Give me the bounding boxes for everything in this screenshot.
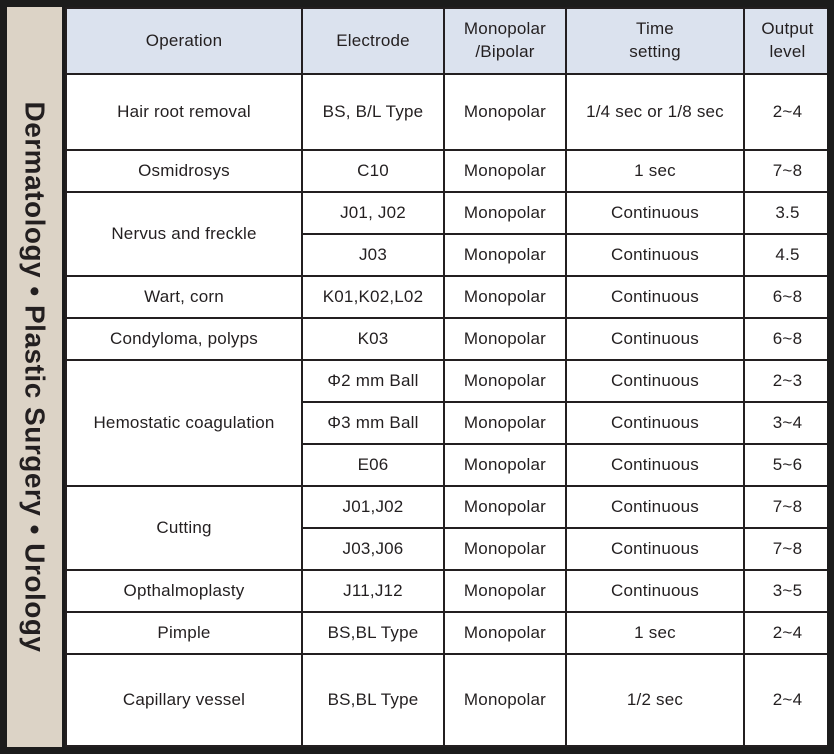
table-row: Osmidrosys C10 Monopolar 1 sec 7~8 <box>65 149 827 193</box>
table-cell: Monopolar <box>443 611 567 655</box>
table-cell: Monopolar <box>443 317 567 361</box>
table-cell: 2~3 <box>743 359 827 403</box>
table-cell: Monopolar <box>443 485 567 529</box>
category-label: Dermatology • Plastic Surgery • Urology <box>19 101 51 653</box>
table-row: Cutting J01,J02 Monopolar Continuous 7~8 <box>65 485 827 571</box>
table-cell: Φ2 mm Ball <box>301 359 445 403</box>
table-cell: J01, J02 <box>301 191 445 235</box>
table-cell: K03 <box>301 317 445 361</box>
table-cell: Monopolar <box>443 653 567 747</box>
table-cell: 2~4 <box>743 653 827 747</box>
table-row: Hair root removal BS, B/L Type Monopolar 1/… <box>65 73 827 151</box>
table-cell: BS,BL Type <box>301 611 445 655</box>
header-row: Operation Electrode Monopolar /Bipolar Time… <box>65 7 827 75</box>
table-cell: 3.5 <box>743 191 827 235</box>
table-cell: Continuous <box>565 443 745 487</box>
table-row: E06 Monopolar Continuous 5~6 <box>66 443 827 487</box>
table-cell: Φ3 mm Ball <box>301 401 445 445</box>
table-cell: Continuous <box>565 275 745 319</box>
table-cell: J01,J02 <box>301 485 445 529</box>
table-cell: Pimple <box>65 611 303 655</box>
table-cell: 5~6 <box>743 443 827 487</box>
table-row: Pimple BS,BL Type Monopolar 1 sec 2~4 <box>65 611 827 655</box>
table-body: Hair root removal BS, B/L Type Monopolar 1/… <box>65 73 827 747</box>
table-cell: Osmidrosys <box>65 149 303 193</box>
table-cell: Continuous <box>565 233 745 277</box>
table-cell: Continuous <box>565 485 745 529</box>
table-cell: Monopolar <box>443 443 567 487</box>
table-cell: Monopolar <box>443 527 567 571</box>
table-cell: 6~8 <box>743 275 827 319</box>
table-cell: Monopolar <box>443 149 567 193</box>
table-cell: Monopolar <box>443 359 567 403</box>
table-cell: BS,BL Type <box>301 653 445 747</box>
table-row: Capillary vessel BS,BL Type Monopolar 1/2 s… <box>65 653 827 747</box>
table-row: Opthalmoplasty J11,J12 Monopolar Continuous… <box>65 569 827 613</box>
table-cell: 1 sec <box>565 611 745 655</box>
table-cell: 4.5 <box>743 233 827 277</box>
table-cell: C10 <box>301 149 445 193</box>
table-cell: Continuous <box>565 527 745 571</box>
table-cell: Monopolar <box>443 233 567 277</box>
table-cell: 7~8 <box>743 527 827 571</box>
table-cell: Continuous <box>565 191 745 235</box>
column-header: Monopolar /Bipolar <box>443 7 567 75</box>
table-cell: 2~4 <box>743 73 827 151</box>
table-cell: 7~8 <box>743 485 827 529</box>
settings-table: Operation Electrode Monopolar /Bipolar Time… <box>65 7 827 747</box>
table-row: J03 Monopolar Continuous 4.5 <box>66 233 827 277</box>
settings-table-container: Operation Electrode Monopolar /Bipolar Time… <box>65 7 827 747</box>
table-cell: J11,J12 <box>301 569 445 613</box>
table-row: J03,J06 Monopolar Continuous 7~8 <box>66 527 827 571</box>
table-cell: Monopolar <box>443 191 567 235</box>
table-row: Wart, corn K01,K02,L02 Monopolar Continuous… <box>65 275 827 319</box>
table-cell: Condyloma, polyps <box>65 317 303 361</box>
table-cell: Continuous <box>565 401 745 445</box>
column-header: Electrode <box>301 7 445 75</box>
table-cell: 3~4 <box>743 401 827 445</box>
table-cell: 1/2 sec <box>565 653 745 747</box>
table-cell: Hair root removal <box>65 73 303 151</box>
table-cell: 1/4 sec or 1/8 sec <box>565 73 745 151</box>
table-cell: Continuous <box>565 569 745 613</box>
table-cell: Capillary vessel <box>65 653 303 747</box>
table-cell: K01,K02,L02 <box>301 275 445 319</box>
table-cell: Cutting <box>65 485 303 571</box>
table-row: Condyloma, polyps K03 Monopolar Continuous 6… <box>65 317 827 361</box>
column-header: Time setting <box>565 7 745 75</box>
table-cell: Opthalmoplasty <box>65 569 303 613</box>
table-cell: 6~8 <box>743 317 827 361</box>
table-cell: Monopolar <box>443 569 567 613</box>
table-cell: 3~5 <box>743 569 827 613</box>
table-cell: Hemostatic coagulation <box>65 359 303 487</box>
table-cell: Continuous <box>565 317 745 361</box>
table-cell: J03,J06 <box>301 527 445 571</box>
table-header: Operation Electrode Monopolar /Bipolar Time… <box>65 7 827 75</box>
table-cell: Monopolar <box>443 275 567 319</box>
column-header: Operation <box>65 7 303 75</box>
table-row: Φ3 mm Ball Monopolar Continuous 3~4 <box>66 401 827 445</box>
column-header: Output level <box>743 7 827 75</box>
table-cell: Continuous <box>565 359 745 403</box>
category-sidebar: Dermatology • Plastic Surgery • Urology <box>7 7 65 747</box>
table-cell: 7~8 <box>743 149 827 193</box>
table-cell: J03 <box>301 233 445 277</box>
table-cell: 1 sec <box>565 149 745 193</box>
table-cell: Monopolar <box>443 401 567 445</box>
table-cell: E06 <box>301 443 445 487</box>
table-cell: BS, B/L Type <box>301 73 445 151</box>
table-cell: Monopolar <box>443 73 567 151</box>
table-cell: Wart, corn <box>65 275 303 319</box>
table-cell: 2~4 <box>743 611 827 655</box>
table-cell: Nervus and freckle <box>65 191 303 277</box>
table-row: Hemostatic coagulation Φ2 mm Ball Monopola… <box>65 359 827 487</box>
table-row: Nervus and freckle J01, J02 Monopolar Conti… <box>65 191 827 277</box>
